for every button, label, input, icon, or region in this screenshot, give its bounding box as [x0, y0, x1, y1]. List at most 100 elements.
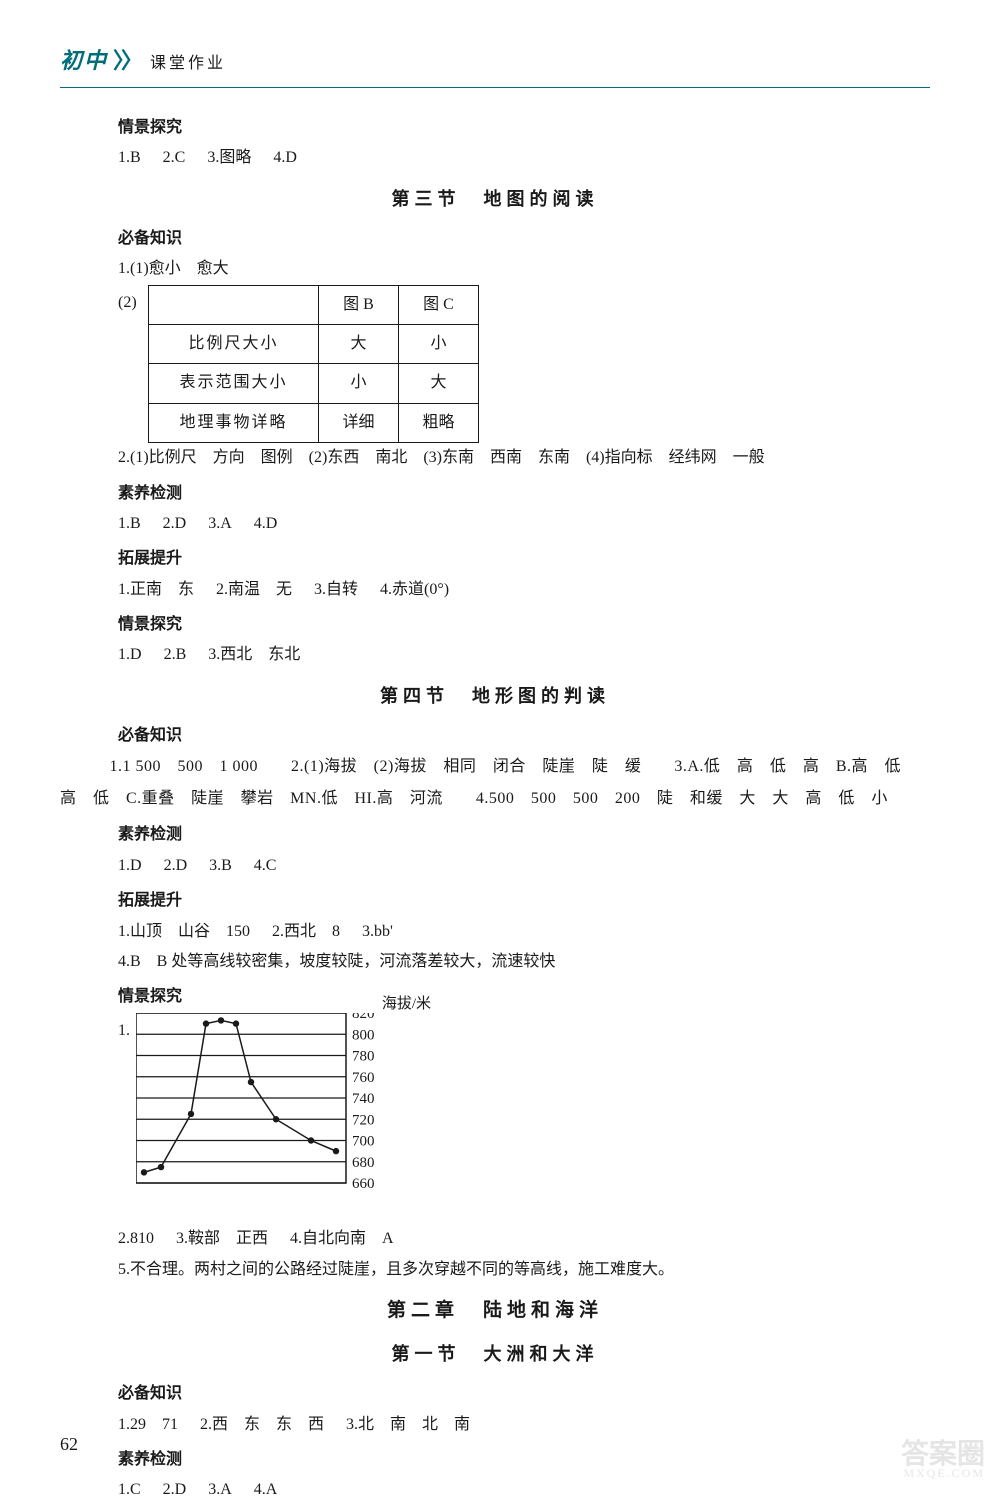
content-item: 2.810	[118, 1224, 154, 1254]
content-line: 1.(1)愈小 愈大	[118, 254, 930, 284]
chapter-title: 第二章 陆地和海洋	[60, 1293, 930, 1329]
content-full-line: 1.1 500 500 1 000 2.(1)海拔 (2)海拔 相同 闭合 陡崖…	[60, 751, 930, 815]
section-title: 第四节 地形图的判读	[60, 679, 930, 713]
content-item: 2.西北 8	[272, 917, 340, 947]
section-heading: 拓展提升	[118, 544, 930, 574]
elevation-chart: 820 800 780 760 740 720 700 680 660	[136, 1013, 406, 1213]
page-number: 62	[60, 1427, 78, 1461]
content-line: 1.B 2.D 3.A 4.D	[118, 509, 930, 539]
content-item: 1.(1)愈小 愈大	[118, 254, 229, 284]
content-item: 2.南温 无	[216, 575, 292, 605]
svg-text:800: 800	[352, 1027, 375, 1043]
header-divider	[60, 87, 930, 88]
content-item: 2.B	[164, 640, 187, 670]
table-cell: 大	[319, 324, 399, 363]
content-item: 2.(1)比例尺 方向 图例 (2)东西 南北 (3)东南 西南 东南 (4)指…	[118, 443, 765, 473]
table-cell: 小	[399, 324, 479, 363]
table-cell: 比例尺大小	[149, 324, 319, 363]
page-content: 情景探究1.B2.C3.图略4.D第三节 地图的阅读必备知识1.(1)愈小 愈大…	[60, 113, 930, 1506]
content-item: 3.A	[208, 509, 232, 539]
svg-text:740: 740	[352, 1091, 375, 1107]
section-heading: 拓展提升	[118, 886, 930, 916]
content-item: 1.山顶 山谷 150	[118, 917, 250, 947]
content-item: 1.D	[118, 851, 142, 881]
section-heading: 必备知识	[118, 721, 930, 751]
content-line: 5.不合理。两村之间的公路经过陡崖，且多次穿越不同的等高线，施工难度大。	[118, 1255, 930, 1285]
section-heading: 素养检测	[118, 820, 930, 850]
content-item: 4.D	[273, 143, 297, 173]
page-header: 初中 〉〉 课堂作业	[60, 40, 930, 82]
svg-text:680: 680	[352, 1155, 375, 1171]
table-row: 表示范围大小小大	[149, 364, 479, 403]
table-header-cell: 图 C	[399, 285, 479, 324]
svg-text:720: 720	[352, 1112, 375, 1128]
table-cell: 大	[399, 364, 479, 403]
content-item: 1.正南 东	[118, 575, 194, 605]
chart-area: 海拔/米820800780760740720700680660	[136, 1013, 406, 1224]
content-item: 1.1 500 500 1 000 2.(1)海拔 (2)海拔 相同 闭合 陡崖…	[60, 751, 930, 815]
content-item: 3.bb'	[362, 917, 393, 947]
content-item: 4.D	[254, 509, 278, 539]
content-item: 3.鞍部 正西	[176, 1224, 268, 1254]
content-item: 2.D	[163, 509, 187, 539]
content-item: 1.B	[118, 143, 141, 173]
header-prefix: 初中	[60, 40, 108, 82]
content-line: 2.(1)比例尺 方向 图例 (2)东西 南北 (3)东南 西南 东南 (4)指…	[118, 443, 930, 473]
section-heading: 素养检测	[118, 479, 930, 509]
content-line: 1.D 2.D 3.B 4.C	[118, 851, 930, 881]
content-item: 2.D	[164, 851, 188, 881]
content-item: 1.29 71	[118, 1410, 178, 1440]
content-item: 3.西北 东北	[208, 640, 300, 670]
content-item: 3.北 南 北 南	[346, 1410, 470, 1440]
content-line: 1.山顶 山谷 150 2.西北 8 3.bb'	[118, 917, 930, 947]
header-title: 课堂作业	[150, 49, 226, 79]
content-item: 1.D	[118, 640, 142, 670]
svg-text:820: 820	[352, 1013, 375, 1022]
section-heading: 情景探究	[118, 113, 930, 143]
content-item: 4.B B 处等高线较密集，坡度较陡，河流落差较大，流速较快	[118, 947, 555, 977]
section-heading: 情景探究	[118, 610, 930, 640]
table-cell: 地理事物详略	[149, 403, 319, 442]
svg-text:700: 700	[352, 1133, 375, 1149]
svg-text:760: 760	[352, 1070, 375, 1086]
content-item: 2.西 东 东 西	[200, 1410, 324, 1440]
section-heading: 情景探究	[118, 982, 930, 1012]
chart-ylabel: 海拔/米	[382, 990, 431, 1019]
section-heading: 必备知识	[118, 224, 930, 254]
svg-text:780: 780	[352, 1048, 375, 1064]
table-label: (2)	[118, 285, 148, 318]
content-item: 4.自北向南 A	[290, 1224, 394, 1254]
svg-text:660: 660	[352, 1176, 375, 1192]
section-title: 第一节 大洲和大洋	[60, 1337, 930, 1371]
section-heading: 必备知识	[118, 1379, 930, 1409]
chart-wrapper: 1.海拔/米820800780760740720700680660	[118, 1013, 930, 1224]
table-cell: 详细	[319, 403, 399, 442]
table-header-cell	[149, 285, 319, 324]
content-item: 5.不合理。两村之间的公路经过陡崖，且多次穿越不同的等高线，施工难度大。	[118, 1255, 674, 1285]
content-item: 3.自转	[314, 575, 358, 605]
header-arrows: 〉〉	[113, 40, 140, 82]
table-cell: 小	[319, 364, 399, 403]
table-row: 比例尺大小大小	[149, 324, 479, 363]
section-heading: 素养检测	[118, 1445, 930, 1475]
table-cell: 表示范围大小	[149, 364, 319, 403]
content-item: 2.C	[163, 143, 186, 173]
section-title: 第三节 地图的阅读	[60, 182, 930, 216]
content-line: 4.B B 处等高线较密集，坡度较陡，河流落差较大，流速较快	[118, 947, 930, 977]
content-item: 3.图略	[207, 143, 251, 173]
table-row: 地理事物详略详细粗略	[149, 403, 479, 442]
content-item: 4.赤道(0°)	[380, 575, 449, 605]
comparison-table: 图 B图 C比例尺大小大小表示范围大小小大地理事物详略详细粗略	[148, 285, 479, 444]
watermark-url: MXQE.COM	[903, 1462, 985, 1485]
content-line: 2.810 3.鞍部 正西 4.自北向南 A	[118, 1224, 930, 1254]
content-line: 1.D 2.B 3.西北 东北	[118, 640, 930, 670]
content-item: 1.B	[118, 509, 141, 539]
content-item: 4.C	[254, 851, 277, 881]
table-header-cell: 图 B	[319, 285, 399, 324]
content-line: 1.正南 东 2.南温 无 3.自转 4.赤道(0°)	[118, 575, 930, 605]
content-item: 3.B	[209, 851, 232, 881]
chart-label: 1.	[118, 1013, 136, 1046]
content-line: 1.B 2.C 3.图略 4.D	[118, 143, 930, 173]
table-cell: 粗略	[399, 403, 479, 442]
content-line: 1.29 71 2.西 东 东 西 3.北 南 北 南	[118, 1410, 930, 1440]
